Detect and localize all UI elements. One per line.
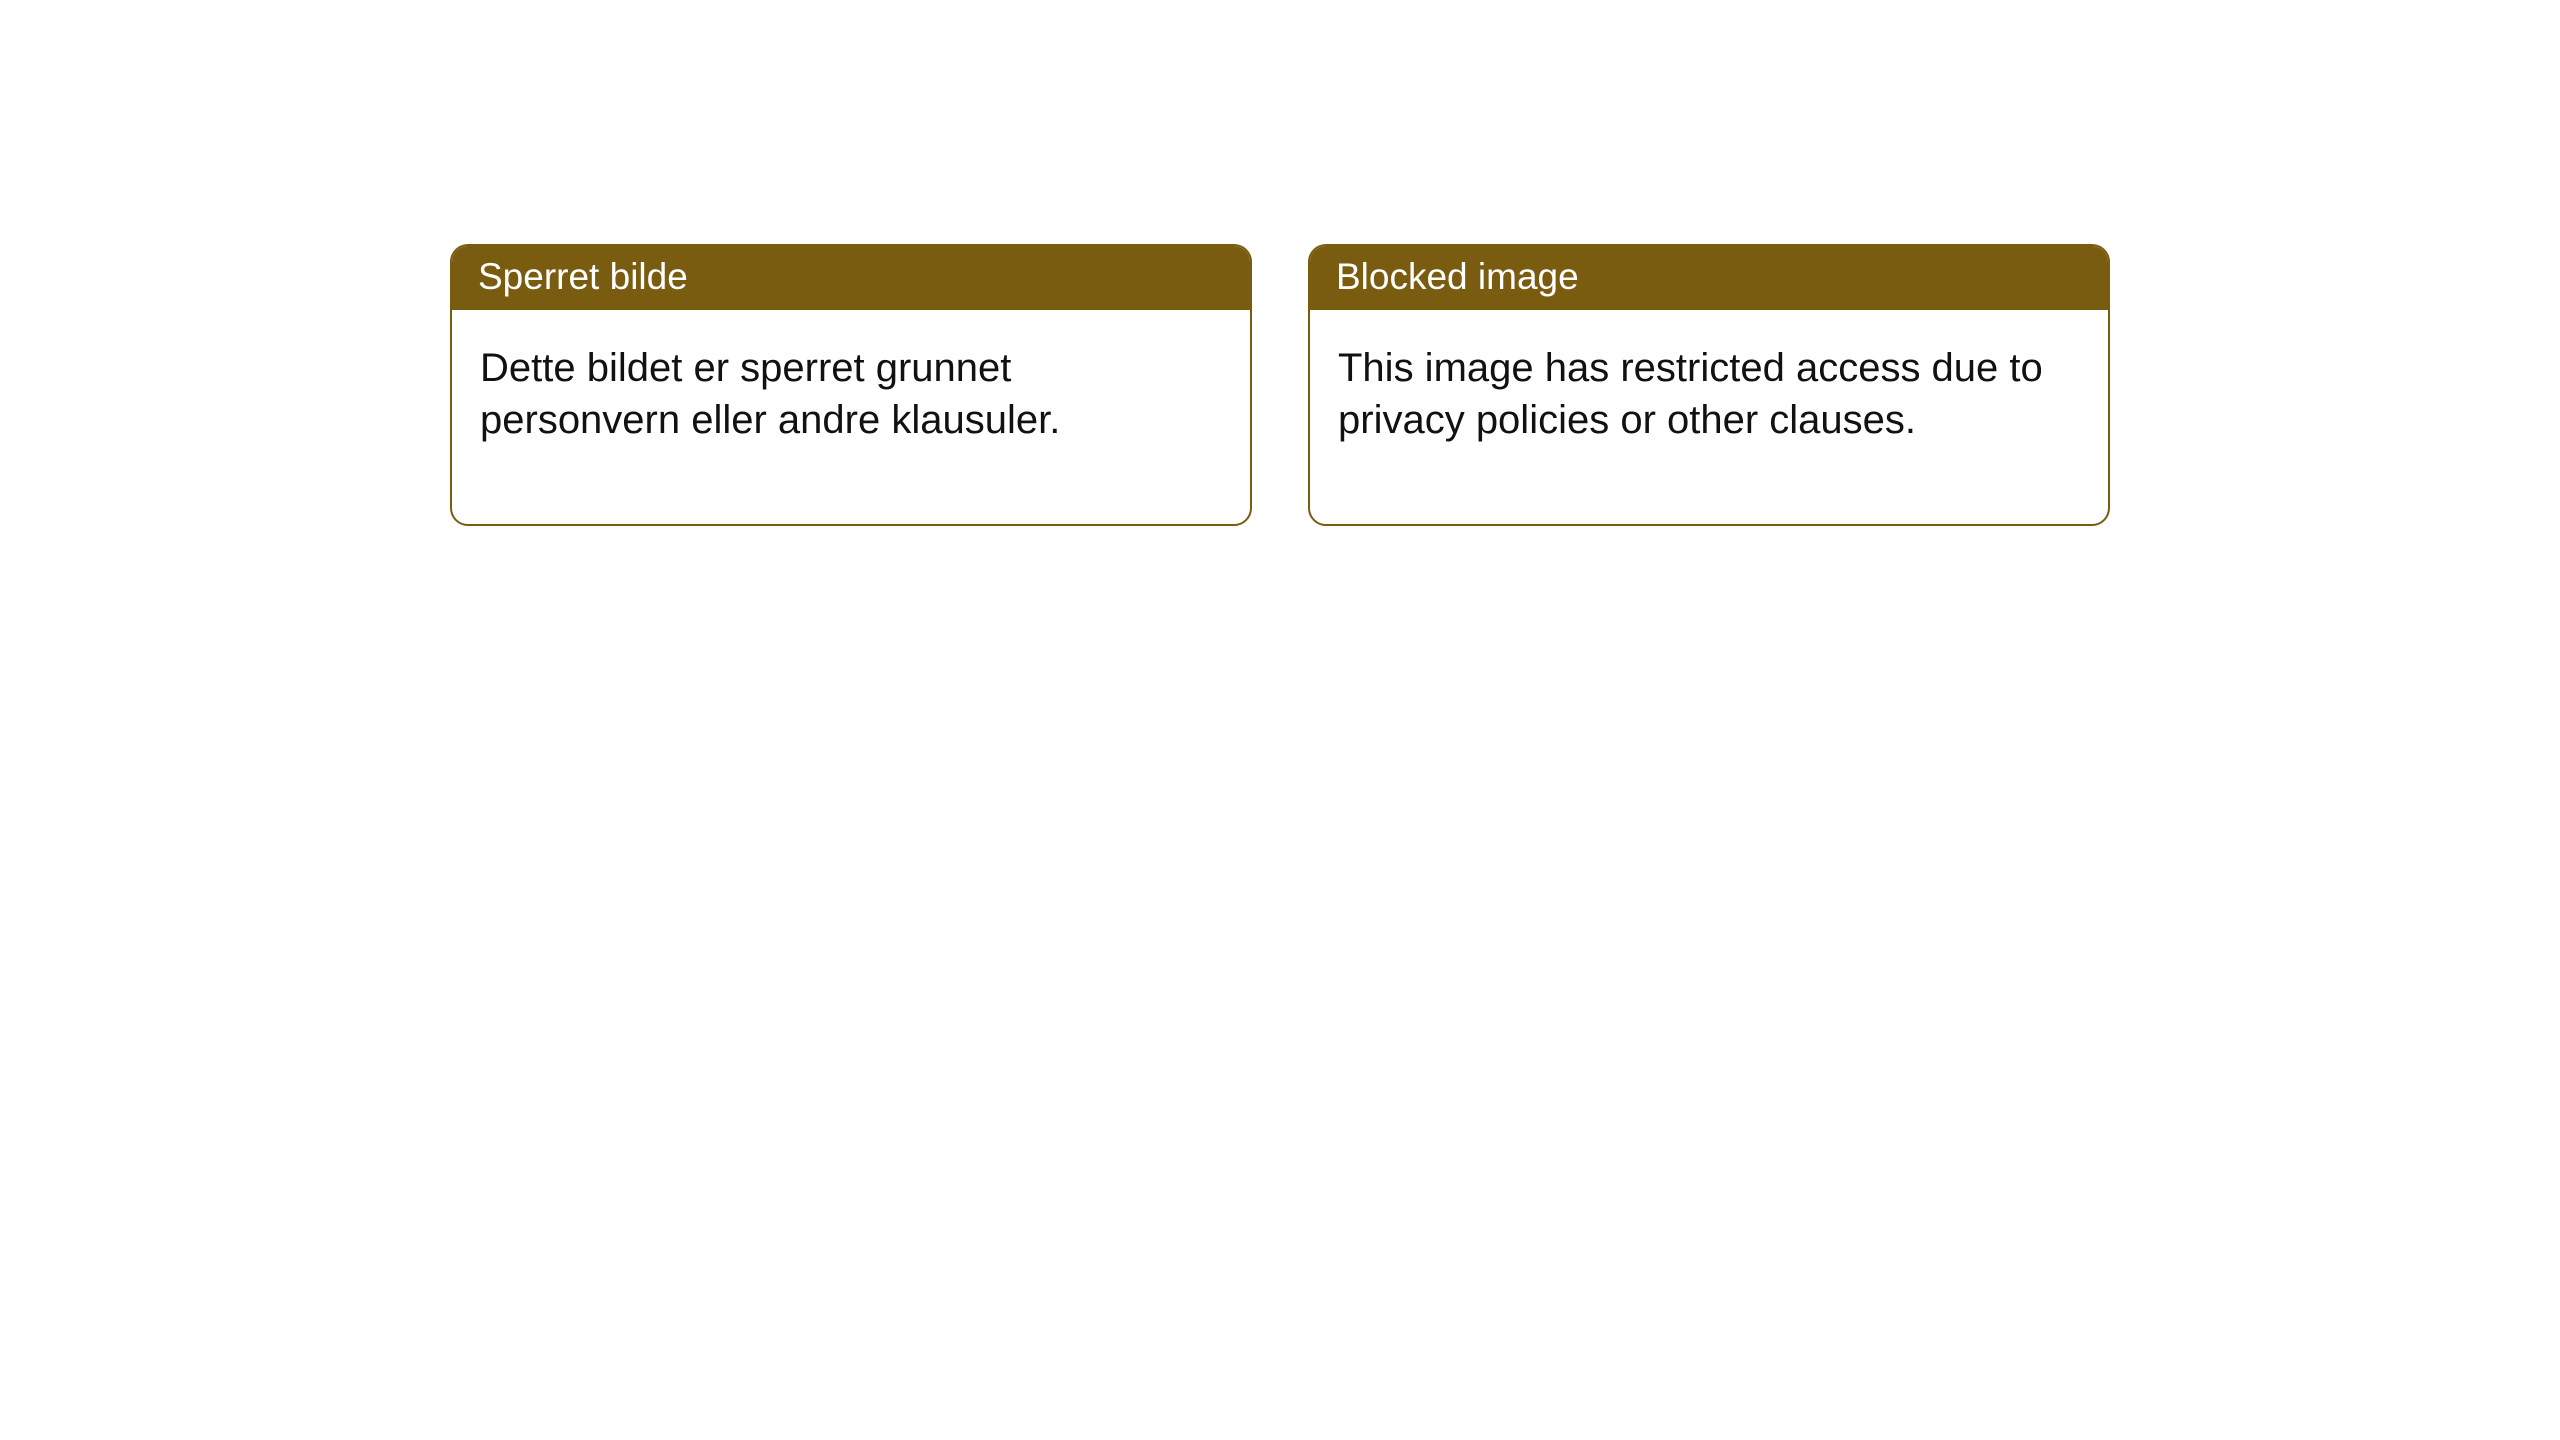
notice-card-norwegian: Sperret bilde Dette bildet er sperret gr…	[450, 244, 1252, 526]
notice-message-norwegian: Dette bildet er sperret grunnet personve…	[452, 310, 1250, 524]
notice-message-english: This image has restricted access due to …	[1310, 310, 2108, 524]
notice-title-english: Blocked image	[1310, 246, 2108, 310]
notice-title-norwegian: Sperret bilde	[452, 246, 1250, 310]
notice-container: Sperret bilde Dette bildet er sperret gr…	[450, 244, 2110, 526]
notice-card-english: Blocked image This image has restricted …	[1308, 244, 2110, 526]
